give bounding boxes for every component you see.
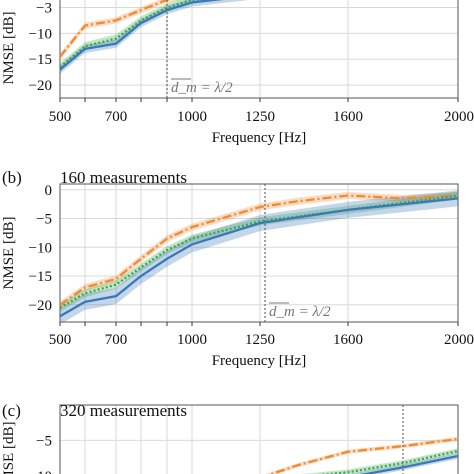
x-tick-label: 700 [105,332,128,348]
panel-title: 320 measurements [60,401,187,420]
series-line-green [60,0,201,68]
series-line-orange [60,0,172,58]
x-tick-label: 2000 [444,109,474,125]
y-tick-label: −20 [29,78,52,94]
series-line-orange [268,437,458,474]
y-tick-label: −15 [29,269,52,285]
series-line-green [318,449,458,474]
panel-letter: (c) [2,401,21,420]
x-tick-label: 500 [49,109,72,125]
series-line-blue [60,197,458,318]
panel-1: d_m = λ/2 500 700 1000 1250 1600 2000 −3 −10 −15 −… [1,0,474,146]
x-tick-label: 500 [49,332,72,348]
series-band-blue [350,453,458,474]
y-tick-label: 0 [45,183,53,199]
y-tick-label: −20 [29,298,52,314]
y-axis-label: NMSE [dB] [1,217,17,290]
x-axis-label: Frequency [Hz] [212,130,307,146]
y-tick-label: −5 [36,433,52,449]
x-tick-label: 700 [105,109,128,125]
x-tick-label: 1250 [245,109,275,125]
marker-label: d_m = λ/2 [269,304,331,320]
y-tick-label: −10 [29,240,52,256]
plot-frame [59,404,459,474]
x-tick-label: 1250 [245,332,275,348]
y-tick-label: −5 [36,212,52,228]
y-tick-label: −3 [36,1,52,17]
x-axis-label: Frequency [Hz] [212,353,307,369]
series-band-green [301,448,458,474]
y-axis-label: NMSE [dB] [1,422,17,474]
panel-2: d_m = λ/2 500 700 1000 1250 1600 2000 0 −5 −10 −15… [1,168,474,369]
series-band-orange [60,0,181,60]
y-tick-label: −15 [29,52,52,68]
panel-3: −5 −10 NMSE [dB] (c) 320 measurements [1,401,459,474]
x-tick-label: 1600 [333,332,363,348]
x-tick-label: 1000 [177,332,207,348]
series-line-blue [359,454,458,474]
series-line-green [60,194,458,309]
panel-title: 160 measurements [60,168,187,187]
x-tick-label: 1600 [333,109,363,125]
series-line-orange [60,194,458,306]
panel-letter: (b) [2,168,22,187]
y-tick-label: −10 [29,26,52,42]
y-tick-label: −10 [29,469,52,474]
plot-frame [59,183,459,323]
series-line-blue [60,0,223,71]
plot-frame [59,0,459,99]
x-tick-label: 1000 [177,109,207,125]
x-tick-label: 2000 [444,332,474,348]
marker-label: d_m = λ/2 [171,80,233,96]
y-axis-label: NMSE [dB] [1,12,17,85]
